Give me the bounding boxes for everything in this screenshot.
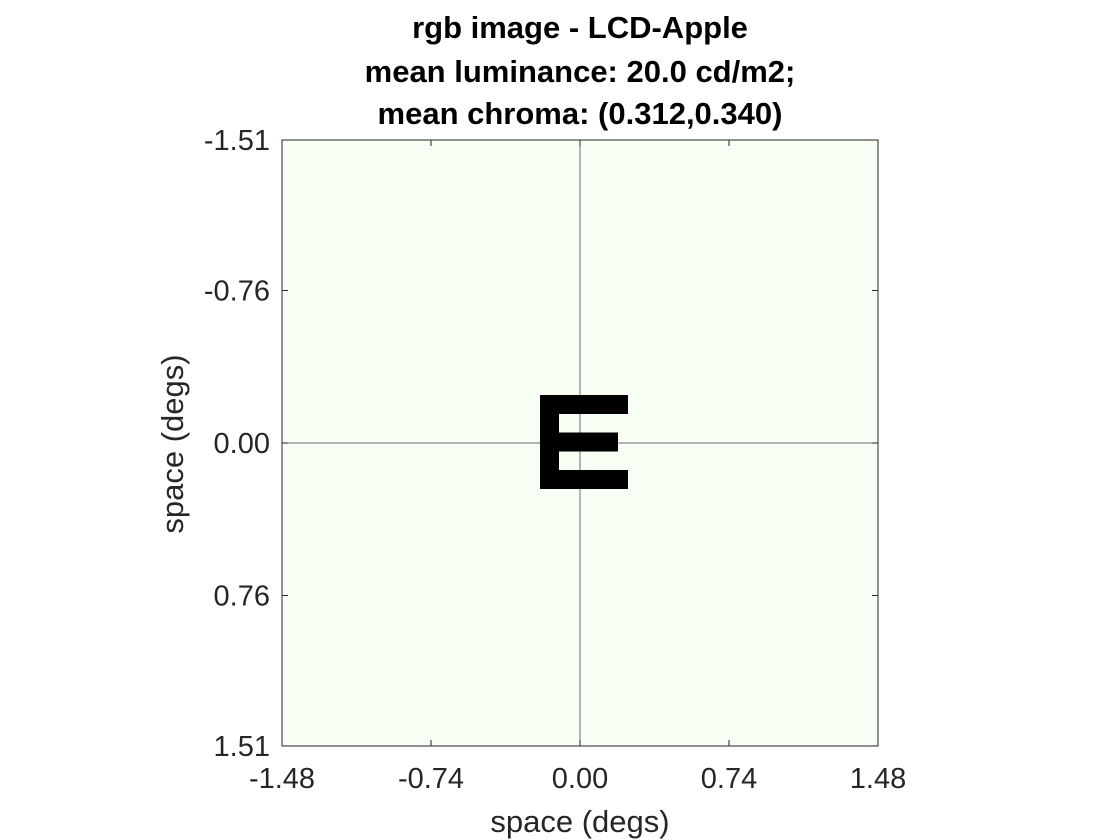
x-tick-labels: -1.48 -0.74 0.00 0.74 1.48 bbox=[249, 763, 906, 795]
x-tick-label: 1.48 bbox=[850, 763, 906, 795]
x-tick-label: 0.00 bbox=[552, 763, 608, 795]
chart-title-line-1: rgb image - LCD-Apple bbox=[412, 10, 748, 45]
y-tick-label: 0.76 bbox=[214, 581, 270, 613]
letter-e-top-bar bbox=[540, 395, 628, 414]
x-axis-label: space (degs) bbox=[490, 804, 669, 839]
x-tick-label: -1.48 bbox=[249, 763, 315, 795]
x-tick-label: 0.74 bbox=[701, 763, 757, 795]
letter-e-middle-bar bbox=[540, 432, 618, 452]
chart-title-line-3: mean chroma: (0.312,0.340) bbox=[377, 96, 783, 131]
y-tick-label: -0.76 bbox=[204, 275, 270, 307]
y-axis-label: space (degs) bbox=[155, 354, 190, 533]
plot-frame bbox=[281, 139, 879, 747]
stimulus-letter-e bbox=[540, 395, 628, 489]
y-tick-label: 0.00 bbox=[214, 428, 270, 460]
y-tick-label: -1.51 bbox=[204, 125, 270, 157]
y-tick-label: 1.51 bbox=[214, 731, 270, 763]
letter-e-bottom-bar bbox=[540, 470, 628, 489]
x-tick-label: -0.74 bbox=[398, 763, 464, 795]
chart-title-line-2: mean luminance: 20.0 cd/m2; bbox=[364, 54, 796, 89]
y-tick-labels: -1.51 -0.76 0.00 0.76 1.51 bbox=[204, 125, 270, 763]
